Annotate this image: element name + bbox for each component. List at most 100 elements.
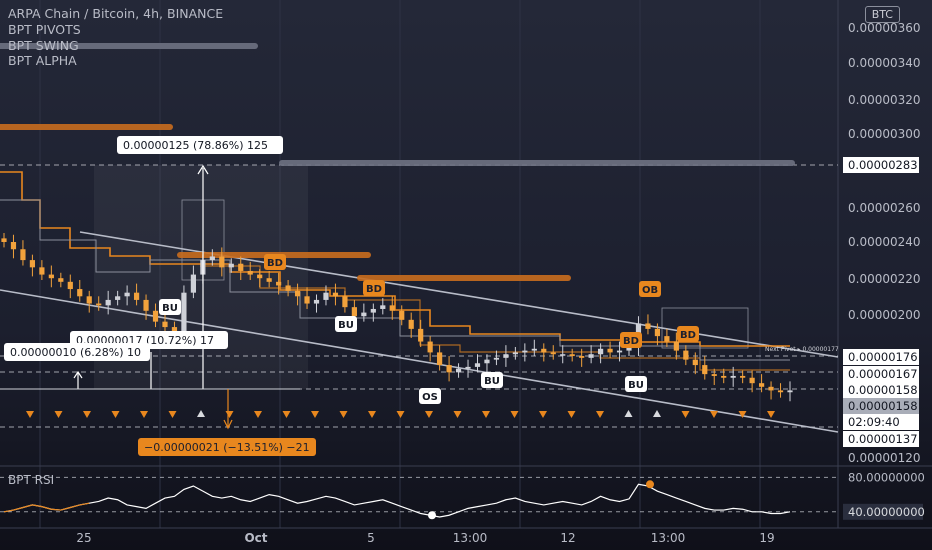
channel-lower-line <box>0 289 839 433</box>
candle-body <box>673 341 679 351</box>
candle-body <box>361 312 367 317</box>
candle-body <box>115 296 121 300</box>
measure-label-4: −0.00000021 (−13.51%) −21 <box>144 441 310 454</box>
candle-body <box>418 328 424 342</box>
candle-body <box>446 365 452 373</box>
candle-body <box>96 303 102 306</box>
time-tick-label: 25 <box>76 531 91 545</box>
triangle-down-marker <box>26 411 34 418</box>
candle-body <box>522 350 528 353</box>
measure-label-1-bg <box>117 136 283 154</box>
signal-badge-text: BU <box>628 380 644 391</box>
price-label: 0.00000283 <box>848 158 918 172</box>
rsi-overbought-dot <box>646 480 654 489</box>
rsi-line <box>3 483 791 518</box>
signal-badge-text: BD <box>680 330 696 341</box>
candle-body <box>351 307 357 317</box>
triangle-down-marker <box>510 411 519 418</box>
candle-body <box>616 350 623 353</box>
candle-body <box>787 390 793 393</box>
triangle-down-marker <box>168 411 177 418</box>
triangle-down-marker <box>254 411 262 418</box>
triangle-down-marker <box>681 411 690 418</box>
candle-body <box>692 359 698 366</box>
triangle-down-marker <box>368 411 376 418</box>
price-label: 0.00000137 <box>848 432 918 446</box>
price-label: 0.00000158 <box>848 383 918 397</box>
grey-step-line <box>0 199 790 361</box>
candle-body <box>664 336 670 342</box>
candle-body <box>645 323 651 329</box>
candle-body <box>654 328 661 337</box>
signal-badge <box>264 254 286 270</box>
signal-badge <box>363 280 385 296</box>
next-pivot-label: Next Pivot ▸ 0.00000177 <box>765 346 839 353</box>
price-tick-label: 0.00000320 <box>848 93 921 107</box>
candle-body <box>238 263 244 271</box>
price-tick-label: 0.00000340 <box>848 56 921 70</box>
triangle-up-marker <box>197 410 205 417</box>
candle-body <box>323 292 329 300</box>
candle-body <box>247 270 253 275</box>
price-tick-label: 0.00000360 <box>848 21 921 35</box>
signal-badge <box>335 316 357 332</box>
candle-body <box>67 281 73 290</box>
candle-body <box>304 296 310 304</box>
candle-body <box>313 299 320 304</box>
candle-body <box>408 319 414 329</box>
candle-body <box>48 274 54 279</box>
indicator-swing-label: BPT SWING <box>8 38 79 53</box>
candle-body <box>209 256 215 261</box>
time-tick-label: 19 <box>759 531 774 545</box>
indicator-alpha-label: BPT ALPHA <box>8 53 77 68</box>
candle-body <box>474 363 481 367</box>
triangle-down-marker <box>396 411 405 418</box>
triangle-down-marker <box>710 411 718 418</box>
candle-body <box>342 296 348 308</box>
signal-badge-text: OB <box>642 285 658 296</box>
candle-body <box>711 374 717 376</box>
currency-badge[interactable]: BTC <box>864 6 900 23</box>
signal-badge-text: BD <box>366 284 382 295</box>
candle-body <box>276 281 282 286</box>
candle-body <box>29 260 36 268</box>
price-tick-label: 0.00000260 <box>848 201 921 215</box>
candle-body <box>228 263 234 268</box>
triangle-down-marker <box>54 411 63 418</box>
candle-body <box>455 368 462 373</box>
price-label: 0.00000176 <box>848 350 918 364</box>
candle-body <box>777 390 784 393</box>
price-label-bg <box>843 366 919 382</box>
triangle-down-marker <box>425 411 433 418</box>
candle-body <box>465 366 471 369</box>
candle-body <box>437 352 443 366</box>
rsi-title: BPT RSI <box>8 473 54 487</box>
triangle-down-marker <box>225 411 234 418</box>
measure-arrowhead <box>73 370 83 379</box>
candle-body <box>10 242 17 250</box>
candle-body <box>389 305 395 311</box>
candle-body <box>626 346 632 351</box>
measure-arrowhead <box>197 164 209 175</box>
candle-body <box>730 375 736 378</box>
candle-body <box>219 256 225 268</box>
price-label-bg <box>843 349 919 365</box>
rsi-oversold-dot <box>428 511 436 520</box>
triangle-down-marker <box>596 411 604 418</box>
signal-badge <box>620 332 642 348</box>
price-label-bg <box>843 431 919 447</box>
price-label: 0.00000158 <box>848 399 918 413</box>
price-label-bg <box>843 382 919 398</box>
rsi-line-highlight <box>3 502 90 513</box>
triangle-down-marker <box>111 411 120 418</box>
candle-body <box>162 321 168 328</box>
candle-body <box>503 354 509 358</box>
time-tick-label: 13:00 <box>651 531 686 545</box>
signal-badge-text: BU <box>162 303 178 314</box>
candle-body <box>493 357 500 360</box>
candle-body <box>380 305 386 309</box>
price-tick-label: 0.00000300 <box>848 127 921 141</box>
price-label: 0.00000167 <box>848 367 918 381</box>
